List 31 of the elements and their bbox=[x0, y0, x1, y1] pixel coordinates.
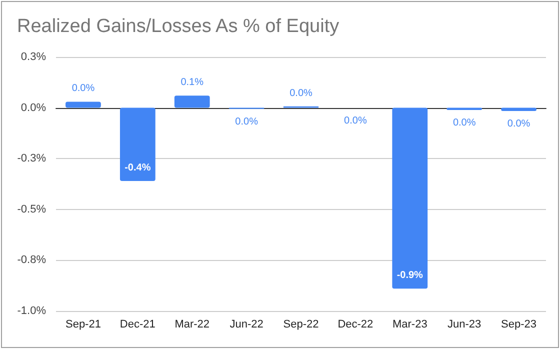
data-label: 0.0% bbox=[344, 115, 367, 126]
y-tick-label: 0.0% bbox=[20, 102, 46, 114]
data-label: 0.0% bbox=[72, 83, 95, 94]
x-tick-label: Sep-22 bbox=[283, 318, 319, 330]
x-tick-label: Sep-23 bbox=[501, 318, 537, 330]
x-tick-label: Mar-23 bbox=[392, 318, 428, 330]
bar bbox=[66, 102, 101, 108]
chart-title: Realized Gains/Losses As % of Equity bbox=[17, 16, 340, 37]
y-tick-label: -1.0% bbox=[17, 305, 46, 317]
data-label: -0.9% bbox=[396, 270, 424, 282]
x-tick-label: Sep-21 bbox=[65, 318, 101, 330]
y-tick-label: 0.3% bbox=[20, 51, 46, 63]
x-tick-label: Dec-22 bbox=[338, 318, 374, 330]
data-label: -0.4% bbox=[124, 162, 151, 174]
bar bbox=[174, 96, 210, 108]
bar bbox=[120, 108, 156, 181]
data-label: 0.0% bbox=[507, 118, 530, 130]
y-tick-label: -0.8% bbox=[17, 254, 46, 266]
data-label: 0.0% bbox=[235, 116, 258, 128]
data-label: 0.0% bbox=[290, 88, 313, 99]
x-tick-label: Jun-23 bbox=[448, 318, 482, 330]
x-tick-label: Dec-21 bbox=[120, 318, 156, 330]
x-tick-label: Jun-22 bbox=[230, 318, 264, 330]
bar bbox=[501, 108, 536, 112]
bar bbox=[392, 108, 428, 289]
data-label: 0.1% bbox=[180, 77, 204, 88]
x-tick-label: Mar-22 bbox=[174, 318, 210, 330]
y-tick-label: -0.3% bbox=[17, 152, 46, 165]
y-tick-label: -0.5% bbox=[17, 203, 46, 216]
bar bbox=[446, 108, 482, 110]
data-label: 0.0% bbox=[452, 118, 476, 129]
